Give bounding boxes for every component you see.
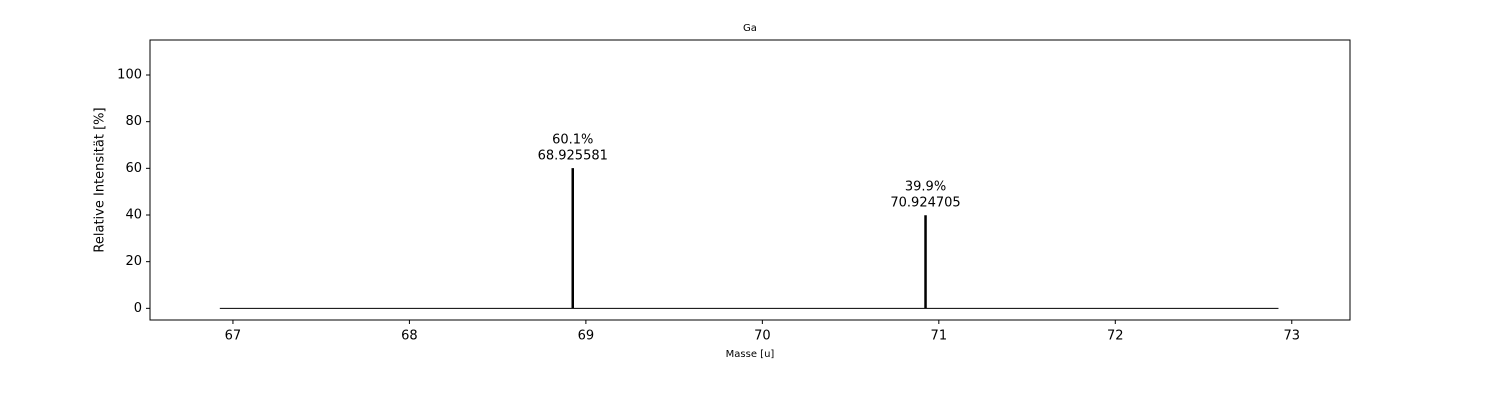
x-tick-label: 68 bbox=[401, 329, 418, 344]
x-tick-label: 72 bbox=[1107, 329, 1124, 344]
y-tick-label: 80 bbox=[125, 114, 142, 129]
chart-title: Ga bbox=[743, 23, 757, 34]
x-tick-label: 73 bbox=[1283, 329, 1300, 344]
x-tick-label: 67 bbox=[225, 329, 242, 344]
x-tick-label: 70 bbox=[754, 329, 771, 344]
y-tick-label: 0 bbox=[134, 301, 142, 316]
y-axis-label: Relative Intensität [%] bbox=[93, 107, 108, 252]
value-label: 39.9% bbox=[905, 180, 946, 195]
y-tick-label: 100 bbox=[117, 68, 142, 83]
mass-label: 70.924705 bbox=[890, 196, 960, 211]
x-tick-label: 71 bbox=[931, 329, 948, 344]
y-tick-label: 40 bbox=[125, 208, 142, 223]
plot-frame bbox=[149, 39, 1351, 321]
x-tick-label: 69 bbox=[578, 329, 595, 344]
x-axis-label: Masse [u] bbox=[726, 349, 775, 360]
mass-label: 68.925581 bbox=[538, 149, 608, 164]
y-tick-label: 60 bbox=[125, 161, 142, 176]
y-tick-label: 20 bbox=[125, 254, 142, 269]
value-label: 60.1% bbox=[552, 133, 593, 148]
